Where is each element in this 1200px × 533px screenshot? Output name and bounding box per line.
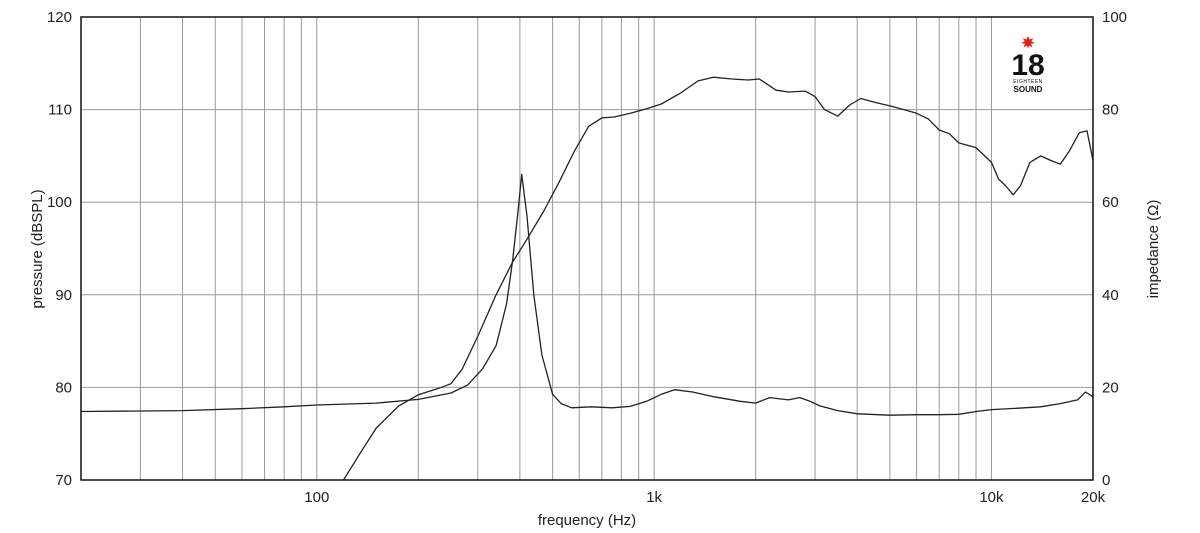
y-right-tick-label: 60	[1102, 194, 1119, 211]
y-right-tick-label: 0	[1102, 472, 1110, 489]
pressure-curve	[342, 76, 1093, 480]
y-right-tick-label: 40	[1102, 287, 1119, 304]
impedance-curve	[81, 173, 1093, 416]
y-left-tick-label: 70	[55, 472, 72, 489]
chart-tick-labels: 70 80 90 100 110 120 0 20 40 60 80 100 100 1k 10k 20k	[47, 9, 1127, 506]
y-right-tick-label: 100	[1102, 9, 1127, 26]
x-tick-label: 10k	[979, 489, 1004, 506]
x-tick-label: 1k	[646, 489, 662, 506]
x-tick-label: 20k	[1081, 489, 1106, 506]
y-left-tick-label: 110	[48, 102, 72, 119]
x-axis-title: frequency (Hz)	[538, 512, 636, 529]
y-right-tick-label: 20	[1102, 379, 1119, 396]
y-left-tick-label: 100	[47, 194, 72, 211]
logo-star-icon	[1021, 36, 1035, 49]
x-tick-label: 100	[304, 489, 329, 506]
eighteen-sound-logo: 18 EIGHTEEN SOUND	[1011, 36, 1045, 94]
y-left-tick-label: 120	[47, 9, 72, 26]
logo-text-eighteen: EIGHTEEN	[1013, 79, 1043, 85]
chart-grid	[81, 17, 1093, 480]
y-right-tick-label: 80	[1102, 102, 1119, 119]
y-left-tick-label: 90	[55, 287, 72, 304]
chart-curves	[81, 76, 1093, 480]
y-left-tick-label: 80	[55, 379, 72, 396]
y-axis-left-title: pressure (dBSPL)	[29, 189, 46, 308]
logo-number: 18	[1011, 49, 1044, 82]
plot-frame	[80, 16, 1094, 481]
logo-text-sound: SOUND	[1014, 85, 1043, 94]
y-axis-right-title: impedance (Ω)	[1145, 200, 1162, 299]
